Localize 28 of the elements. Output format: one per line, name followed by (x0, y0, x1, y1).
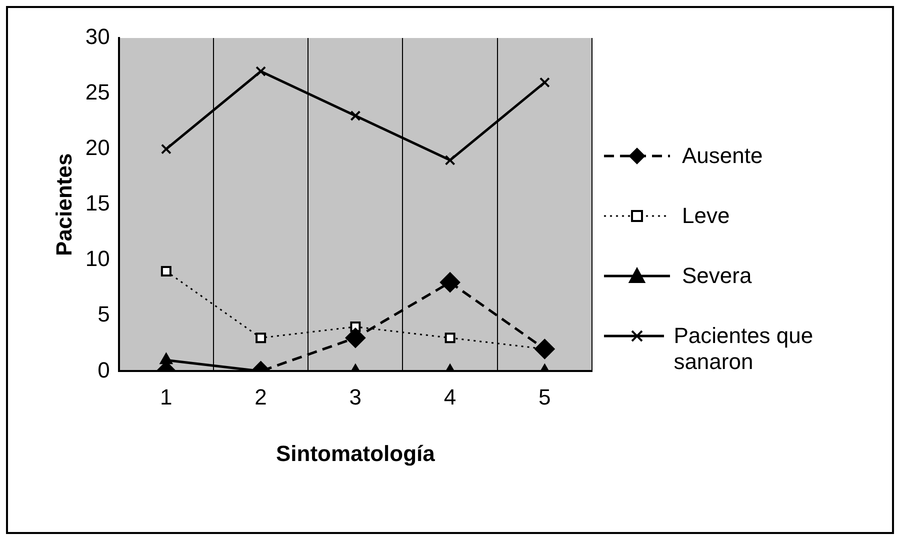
x-tick-label: 4 (444, 384, 456, 410)
point (440, 272, 460, 292)
point (345, 328, 366, 348)
point (256, 332, 266, 344)
x-tick-label: 1 (160, 384, 172, 410)
legend-label: Pacientes que sanaron (674, 323, 814, 375)
x-tick-label: 5 (538, 384, 551, 410)
x-axis-title: Sintomatología (276, 440, 436, 466)
point (444, 154, 456, 166)
y-tick-label: 20 (85, 135, 110, 160)
point (256, 66, 266, 77)
point (539, 77, 550, 88)
y-tick-label: 0 (98, 357, 110, 382)
point (160, 266, 172, 276)
point (444, 332, 456, 344)
y-tick-label: 30 (85, 24, 110, 50)
y-tick-label: 15 (85, 190, 110, 216)
y-axis-title: Pacientes (51, 153, 76, 256)
legend-label: Severa (682, 263, 752, 289)
legend-label: Leve (682, 203, 730, 229)
x-tick-label: 3 (349, 384, 362, 410)
y-tick-label: 10 (85, 246, 110, 272)
point (160, 144, 172, 154)
legend-label: Ausente (682, 143, 763, 169)
y-tick-label: 25 (85, 80, 110, 105)
x-tick-label: 2 (254, 384, 267, 410)
point (350, 110, 361, 121)
y-tick-label: 5 (98, 302, 110, 327)
